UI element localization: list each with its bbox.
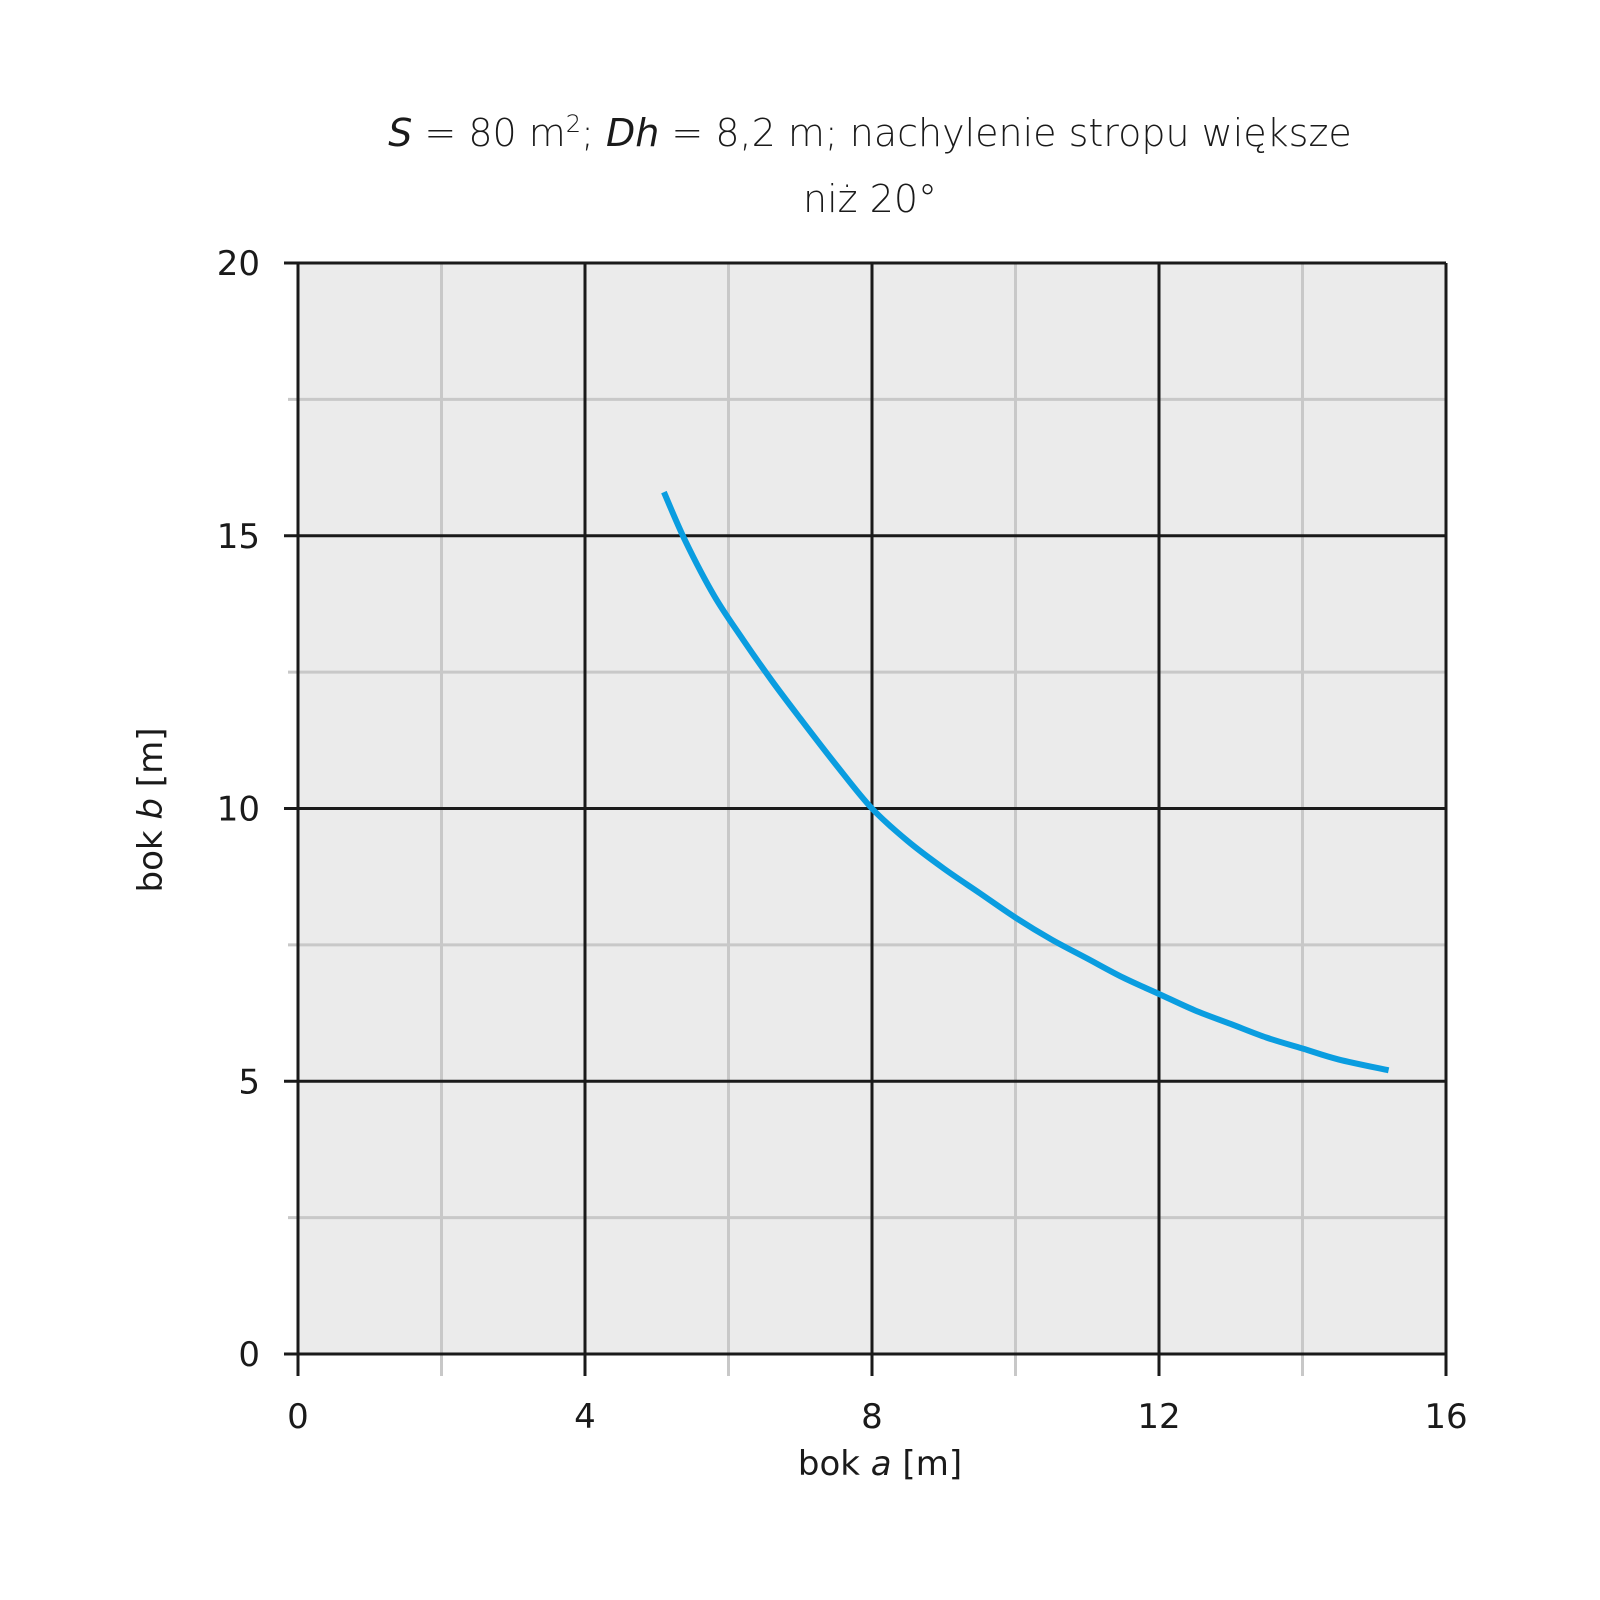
series-layer <box>661 490 1390 1074</box>
tick-labels: 0 4 8 12 16 0 5 10 15 20 <box>217 244 1468 1437</box>
x-axis-label-var: a <box>871 1444 892 1484</box>
chart-title-line1: S = 80 m2; Dh = 8,2 m; nachylenie stropu… <box>388 110 1352 155</box>
x-tick-label: 8 <box>861 1397 883 1437</box>
y-tick-label: 10 <box>217 790 260 830</box>
y-axis-label-var: b <box>131 798 171 820</box>
y-tick-label: 15 <box>217 517 260 557</box>
x-axis-label-suffix: [m] <box>892 1444 962 1484</box>
y-tick-label: 20 <box>217 244 260 284</box>
title-s-var: S <box>388 111 412 155</box>
title-dh-rest: = 8,2 m; nachylenie stropu większe <box>659 111 1351 155</box>
major-grid <box>284 261 1448 1376</box>
minor-grid <box>288 263 1446 1376</box>
title-dh-sep: ; <box>581 111 606 155</box>
x-tick-label: 0 <box>287 1397 309 1437</box>
chart-title-line2: niż 20° <box>803 177 937 221</box>
y-tick-label: 0 <box>238 1335 260 1375</box>
y-tick-label: 5 <box>238 1062 260 1102</box>
y-axis-label-prefix: bok <box>131 820 171 893</box>
x-axis-label-prefix: bok <box>798 1444 871 1484</box>
title-s-sup: 2 <box>566 110 581 138</box>
x-tick-label: 16 <box>1424 1397 1467 1437</box>
title-dh-var: Dh <box>606 111 659 155</box>
y-axis-label-suffix: [m] <box>131 728 171 798</box>
series-line <box>661 490 1390 1074</box>
x-tick-label: 4 <box>574 1397 596 1437</box>
title-s-value: = 80 m <box>412 111 565 155</box>
y-axis-label: bok b [m] <box>131 728 171 893</box>
x-tick-label: 12 <box>1137 1397 1180 1437</box>
x-axis-label: bok a [m] <box>798 1444 962 1484</box>
